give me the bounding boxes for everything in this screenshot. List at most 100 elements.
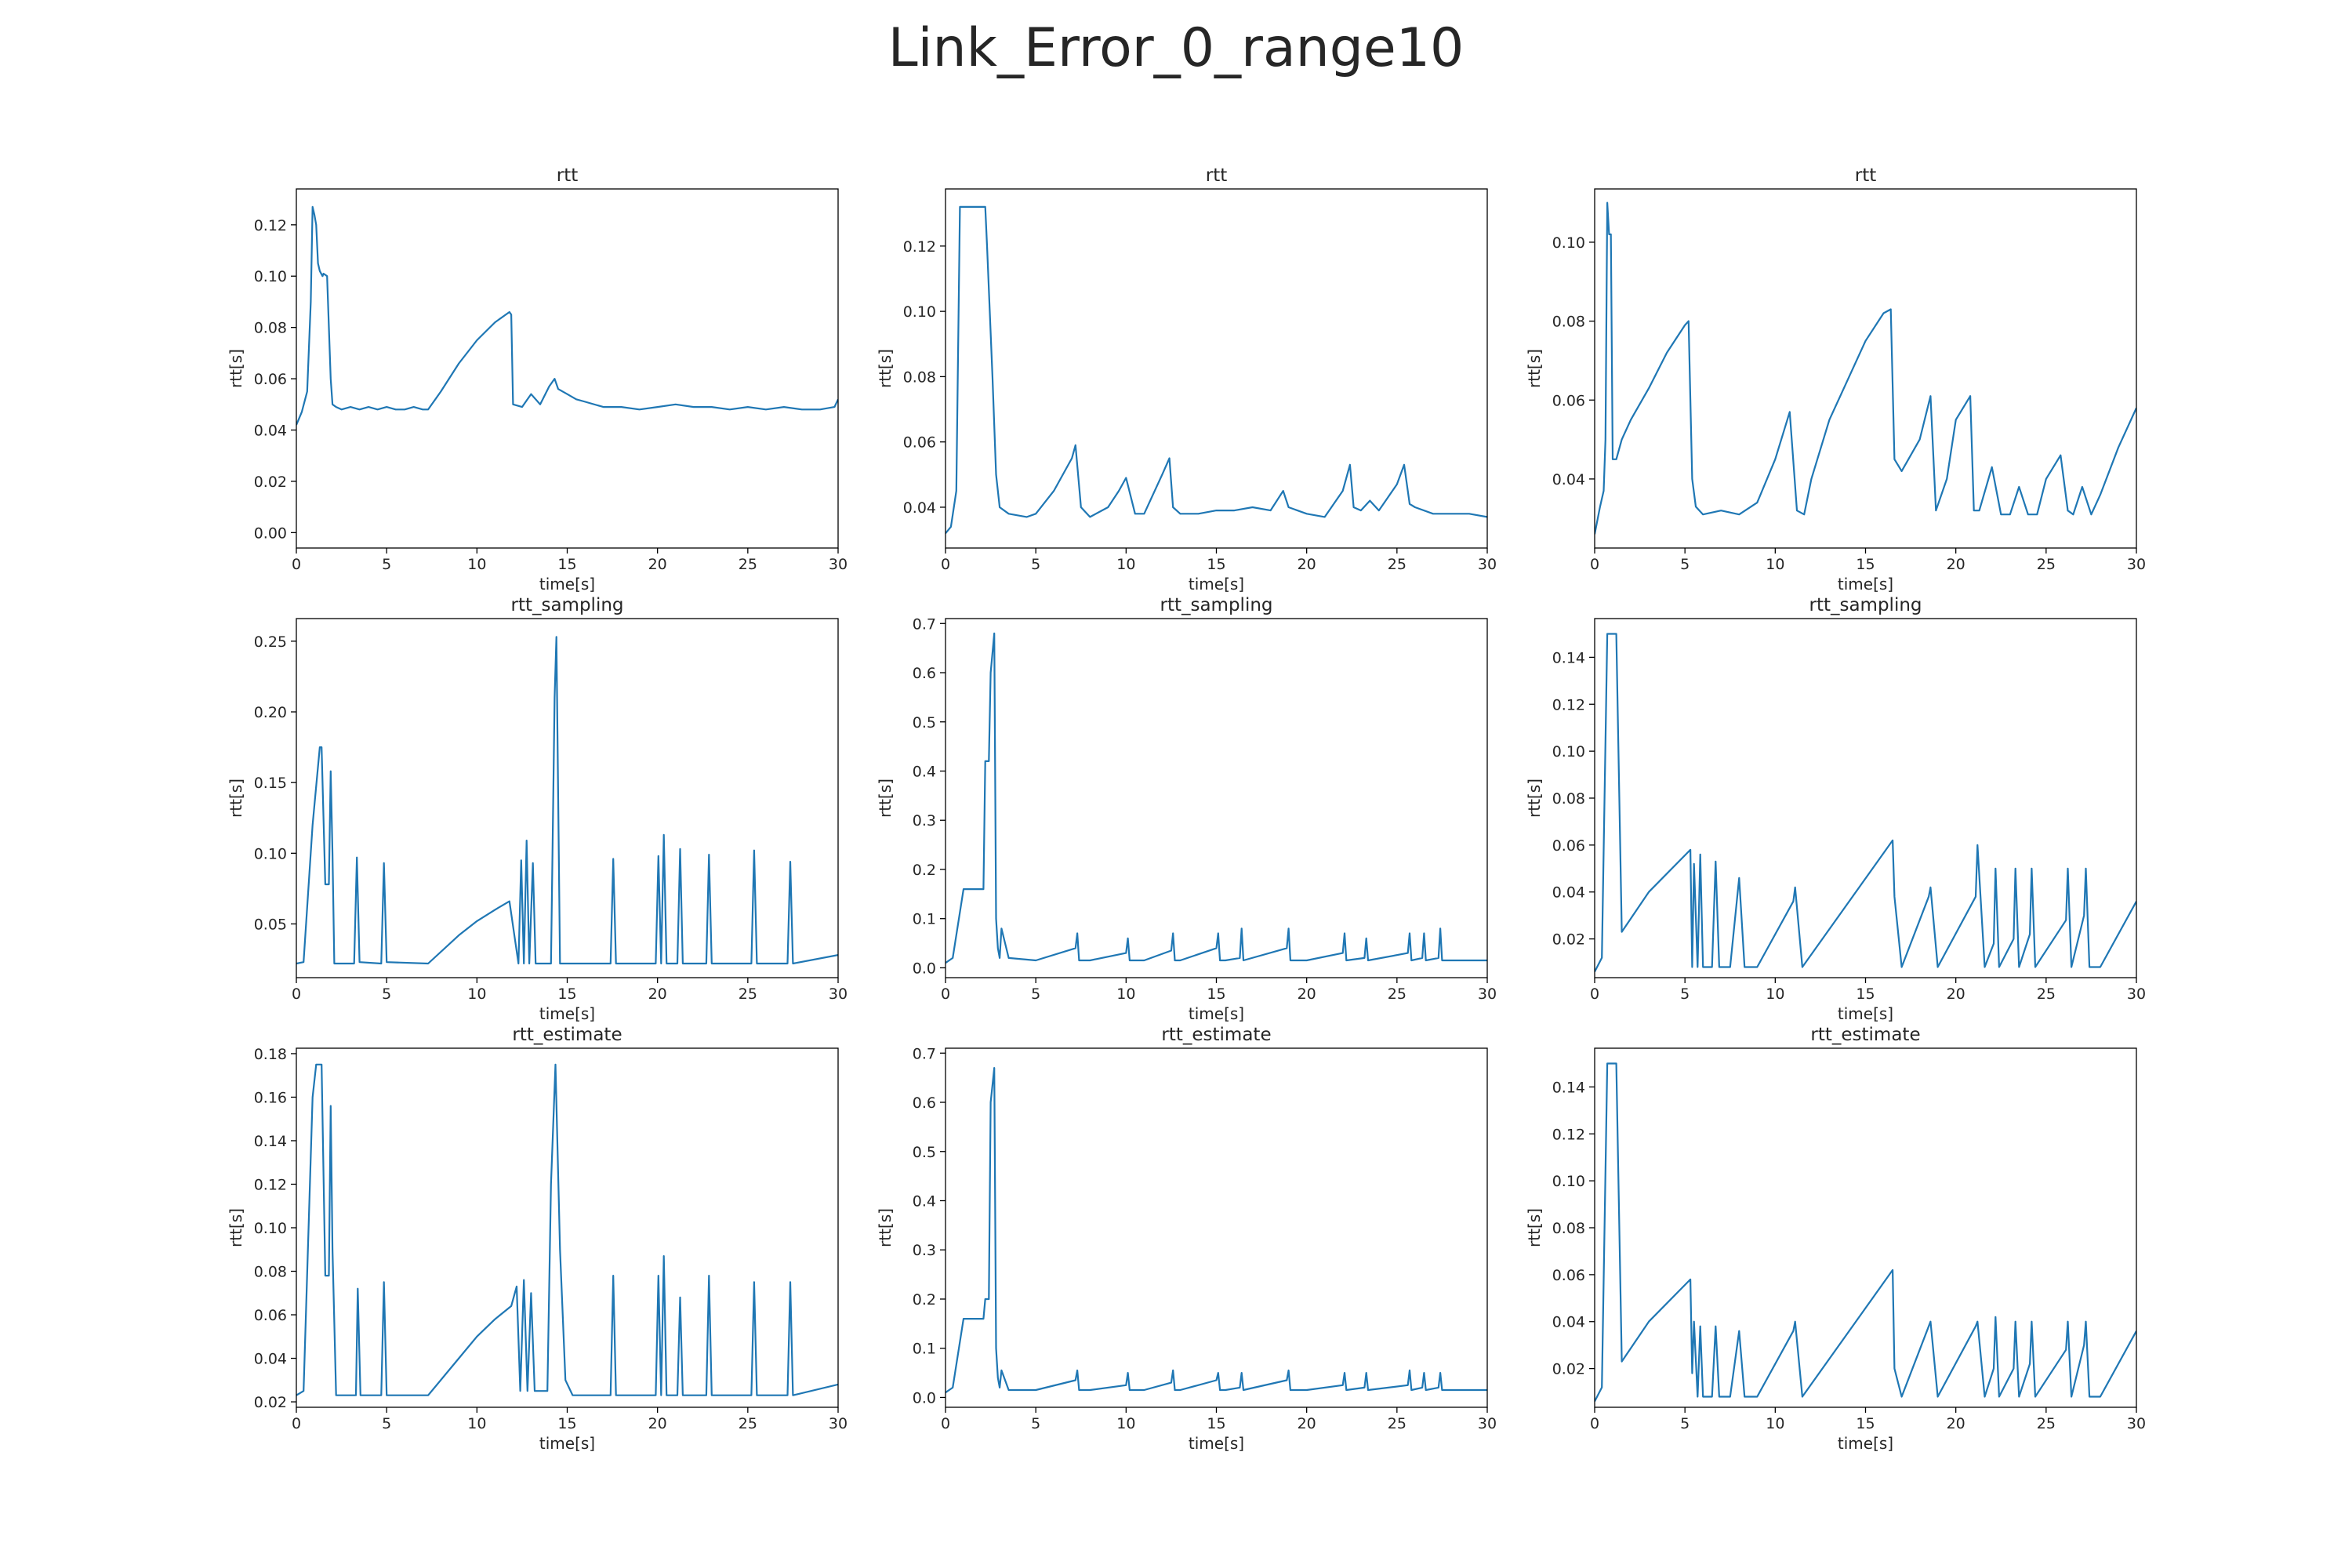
x-tick-label: 20 [1298, 1415, 1316, 1432]
subplot-title: rtt [1206, 165, 1228, 186]
x-tick-label: 15 [1856, 985, 1875, 1003]
y-tick-label: 0.02 [1552, 1361, 1585, 1378]
y-tick-label: 0.10 [903, 303, 936, 321]
x-tick-label: 20 [1947, 985, 1965, 1003]
x-tick-label: 0 [941, 985, 950, 1003]
y-tick-label: 0.04 [1552, 1314, 1585, 1331]
y-tick-label: 0.5 [913, 1144, 936, 1161]
x-tick-label: 5 [1680, 556, 1690, 573]
subplot-2: 0 5 10 15 20 25 30 0.04 0.06 0.08 0.10 0.12 rtt time[… [876, 165, 1497, 593]
y-tick-label: 0.10 [1552, 1173, 1585, 1190]
plot-frame [296, 618, 839, 978]
y-axis-label: rtt[s] [1525, 1208, 1544, 1247]
x-axis-label: time[s] [539, 1434, 595, 1453]
x-tick-label: 5 [382, 1415, 391, 1432]
x-tick-label: 5 [1031, 985, 1040, 1003]
x-tick-label: 20 [1947, 556, 1965, 573]
x-tick-label: 25 [739, 985, 757, 1003]
x-tick-label: 30 [1478, 556, 1497, 573]
subplot-title: rtt [1855, 165, 1877, 186]
y-tick-label: 0.15 [254, 775, 287, 792]
subplot-title: rtt_sampling [510, 595, 623, 615]
series-line [1595, 201, 2136, 535]
subplot-title: rtt [557, 165, 579, 186]
y-tick-label: 0.20 [254, 704, 287, 721]
x-tick-label: 30 [829, 985, 848, 1003]
y-tick-label: 0.6 [913, 1094, 936, 1112]
y-tick-label: 0.08 [254, 1264, 287, 1281]
x-tick-label: 25 [1388, 556, 1406, 573]
x-tick-label: 0 [292, 556, 301, 573]
x-axis-label: time[s] [539, 1004, 595, 1023]
y-tick-label: 0.4 [913, 763, 936, 780]
series-line [946, 1066, 1487, 1394]
x-tick-label: 25 [2037, 1415, 2056, 1432]
x-axis-label: time[s] [1838, 1434, 1893, 1453]
x-tick-label: 5 [1031, 556, 1040, 573]
x-tick-label: 20 [1298, 556, 1316, 573]
y-tick-label: 0.06 [1552, 837, 1585, 855]
y-tick-label: 0.04 [1552, 884, 1585, 902]
x-tick-label: 15 [557, 985, 576, 1003]
x-tick-label: 30 [1478, 985, 1497, 1003]
x-axis-label: time[s] [1838, 1004, 1893, 1023]
y-tick-label: 0.08 [254, 320, 287, 337]
y-tick-label: 0.0 [913, 960, 936, 977]
y-tick-label: 0.06 [1552, 392, 1585, 409]
series-line [1595, 633, 2136, 973]
plot-frame [945, 618, 1488, 978]
y-tick-label: 0.08 [1552, 314, 1585, 331]
x-tick-label: 5 [1680, 1415, 1690, 1432]
y-tick-label: 0.1 [913, 1341, 936, 1358]
subplot-3: 0 5 10 15 20 25 30 0.04 0.06 0.08 0.10 rtt time[s] rt… [1525, 165, 2146, 593]
x-tick-label: 20 [1298, 985, 1316, 1003]
x-axis-label: time[s] [1189, 575, 1244, 593]
y-tick-label: 0.18 [254, 1046, 287, 1063]
y-tick-label: 0.05 [254, 916, 287, 933]
x-axis-label: time[s] [1189, 1434, 1244, 1453]
series-line [296, 1063, 838, 1396]
figure-title: Link_Error_0_range10 [887, 17, 1465, 79]
y-tick-label: 0.0 [913, 1389, 936, 1406]
x-tick-label: 15 [1856, 556, 1875, 573]
x-tick-label: 15 [1207, 985, 1225, 1003]
y-axis-label: rtt[s] [227, 349, 245, 388]
x-axis-label: time[s] [539, 575, 595, 593]
plot-frame [1594, 1047, 2137, 1408]
y-tick-label: 0.12 [1552, 1126, 1585, 1143]
x-axis-label: time[s] [1838, 575, 1893, 593]
y-tick-label: 0.10 [1552, 234, 1585, 252]
y-tick-label: 0.2 [913, 862, 936, 879]
y-tick-label: 0.10 [1552, 743, 1585, 760]
y-axis-label: rtt[s] [876, 779, 895, 818]
y-tick-label: 0.04 [903, 499, 936, 517]
series-line [296, 205, 838, 426]
subplot-7: 0 5 10 15 20 25 30 0.02 0.04 0.06 0.08 0.10 0.12 0.14… [227, 1025, 848, 1453]
subplot-9: 0 5 10 15 20 25 30 0.02 0.04 0.06 0.08 0.10 0.12 0.14… [1525, 1025, 2146, 1453]
subplot-8: 0 5 10 15 20 25 30 0.0 0.1 0.2 0.3 0.4 0.5 0.6 0.7 rtt_… [876, 1025, 1497, 1453]
plot-frame [945, 188, 1488, 549]
subplot-title: rtt_estimate [1810, 1025, 1920, 1045]
y-tick-label: 0.08 [1552, 790, 1585, 808]
y-tick-label: 0.04 [254, 423, 287, 440]
x-tick-label: 10 [1116, 985, 1135, 1003]
x-tick-label: 0 [292, 985, 301, 1003]
x-tick-label: 15 [557, 1415, 576, 1432]
y-tick-label: 0.2 [913, 1291, 936, 1308]
subplot-5: 0 5 10 15 20 25 30 0.0 0.1 0.2 0.3 0.4 0.5 0.6 0.7 rtt_… [876, 595, 1497, 1023]
y-tick-label: 0.00 [254, 524, 287, 542]
y-tick-label: 0.08 [1552, 1220, 1585, 1237]
x-tick-label: 0 [292, 1415, 301, 1432]
plot-frame [296, 1047, 839, 1408]
series-line [946, 632, 1487, 964]
x-tick-label: 30 [829, 556, 848, 573]
subplot-title: rtt_estimate [1161, 1025, 1271, 1045]
x-tick-label: 0 [941, 556, 950, 573]
series-line [946, 205, 1487, 534]
subplot-title: rtt_sampling [1160, 595, 1272, 615]
x-tick-label: 25 [739, 556, 757, 573]
x-tick-label: 10 [1766, 1415, 1784, 1432]
subplot-4: 0 5 10 15 20 25 30 0.05 0.10 0.15 0.20 0.25 rtt_samp… [227, 595, 848, 1023]
series-line [1595, 1062, 2136, 1403]
